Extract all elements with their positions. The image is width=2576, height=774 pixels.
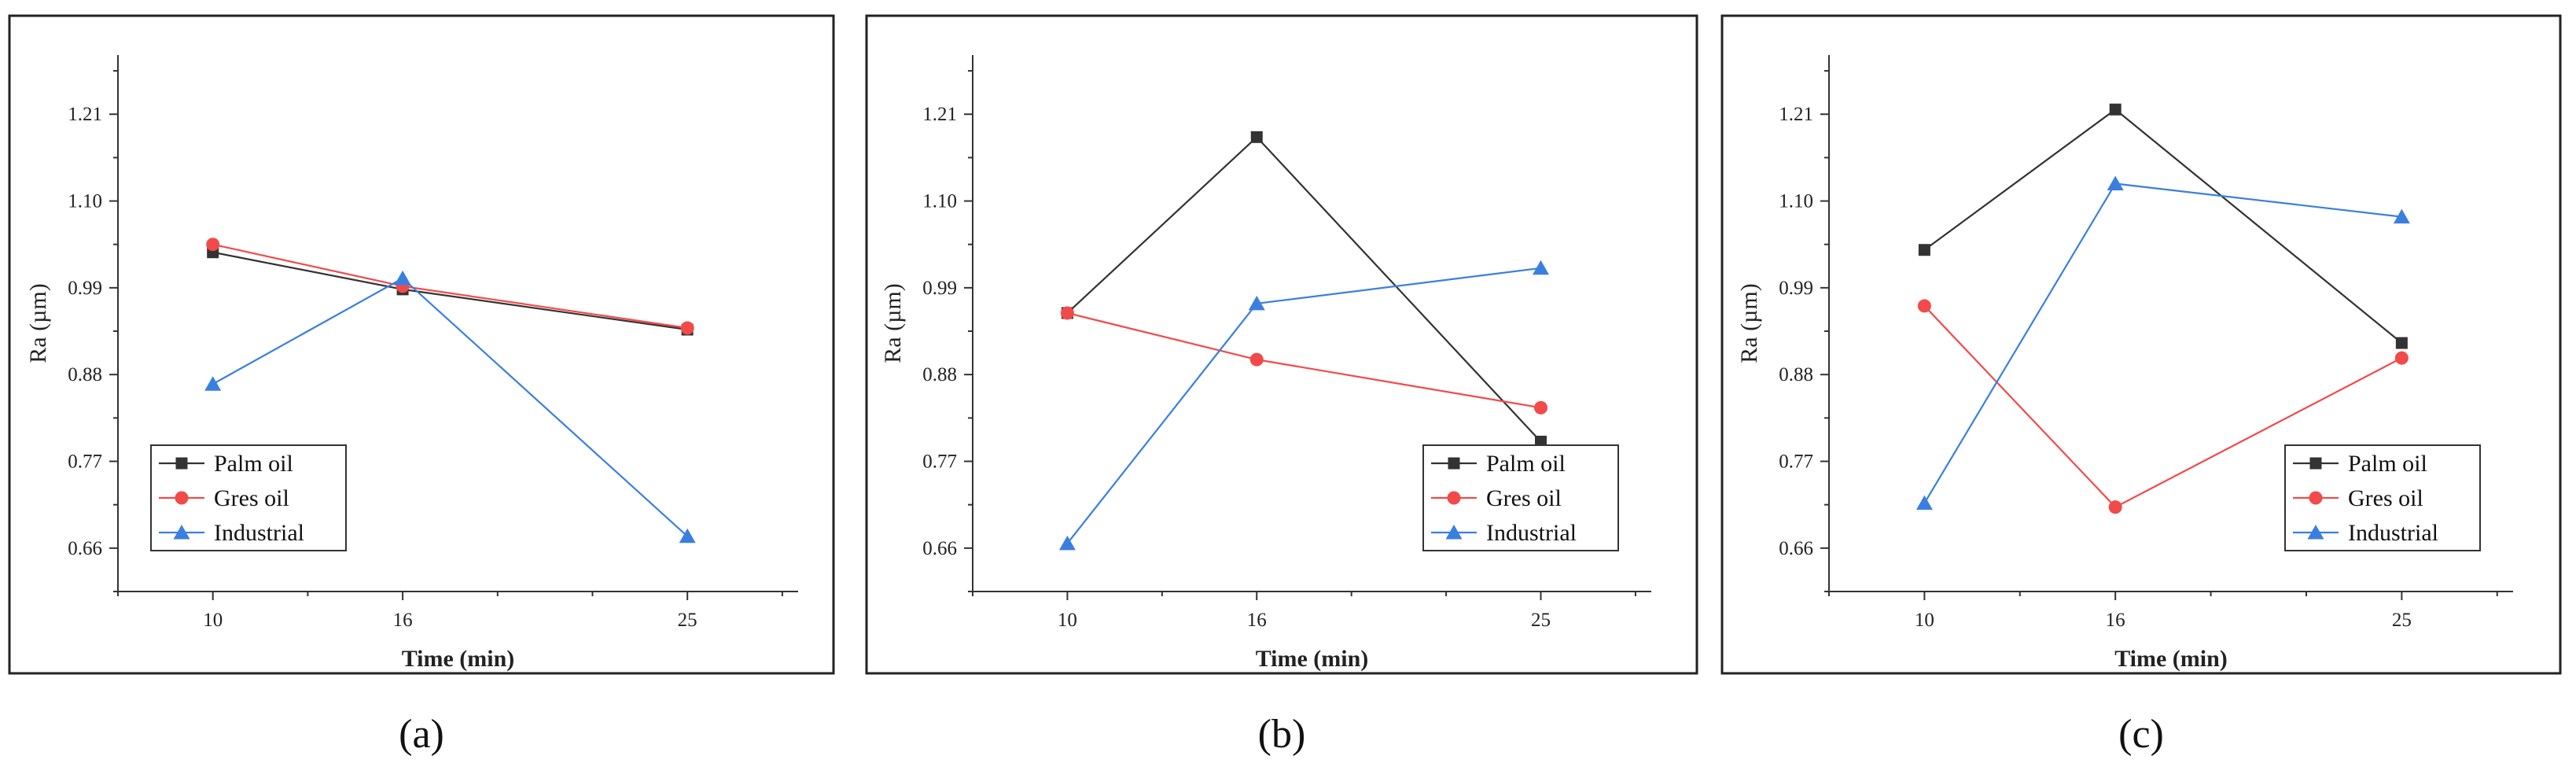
panel-frame xyxy=(865,14,1698,675)
series-line-gres-oil xyxy=(212,243,688,330)
chart-panel-a: 0.66 0.77 0.88 0.99 1.10 1.21 10 16 25 Time (min)… xyxy=(8,14,835,757)
legend-marker-industrial xyxy=(2307,525,2324,540)
panel-caption: (b) xyxy=(1258,712,1306,757)
data-point-industrial xyxy=(2107,175,2124,190)
panel-caption: (a) xyxy=(399,712,444,757)
y-tick-label: 1.21 xyxy=(68,104,102,125)
chart-panel-b: 0.66 0.77 0.88 0.99 1.10 1.21 10 16 25 Time (min)… xyxy=(865,14,1698,757)
y-tick-label: 0.99 xyxy=(922,278,957,299)
y-tick-label: 0.88 xyxy=(1779,364,1813,385)
data-point-gres-oil xyxy=(1917,299,1931,313)
x-tick-label: 16 xyxy=(2106,610,2125,631)
data-point-industrial xyxy=(1248,295,1265,311)
x-tick-label: 25 xyxy=(2392,610,2412,631)
data-point-industrial xyxy=(679,528,696,544)
data-point-industrial xyxy=(1058,535,1076,551)
panel-frame xyxy=(8,14,835,675)
legend-marker-gres-oil xyxy=(2309,491,2323,505)
data-point-industrial xyxy=(2393,208,2410,224)
y-axis-label: Ra (µm) xyxy=(880,283,906,363)
data-point-industrial xyxy=(1915,495,1933,510)
y-tick-label: 0.77 xyxy=(922,452,957,473)
data-point-gres-oil xyxy=(2394,351,2409,365)
series-line-gres-oil xyxy=(1067,311,1541,409)
legend-marker-industrial xyxy=(1445,525,1463,540)
legend-marker-palm-oil xyxy=(175,457,188,470)
legend-marker-gres-oil xyxy=(1447,491,1461,505)
x-tick-label: 25 xyxy=(678,610,697,631)
data-point-palm-oil xyxy=(1250,131,1263,143)
legend-label-industrial: Industrial xyxy=(1486,520,1577,546)
y-axis-label: Ra (µm) xyxy=(25,283,51,363)
legend: Palm oil Gres oil Industrial xyxy=(2284,444,2481,551)
data-point-gres-oil xyxy=(1249,352,1264,367)
y-tick-label: 1.10 xyxy=(1779,191,1813,212)
data-point-gres-oil xyxy=(206,238,220,252)
y-tick-label: 1.10 xyxy=(68,191,102,212)
legend: Palm oil Gres oil Industrial xyxy=(1422,444,1619,551)
data-point-gres-oil xyxy=(680,321,694,335)
x-tick-label: 16 xyxy=(1247,610,1267,631)
x-axis-label: Time (min) xyxy=(402,646,515,672)
legend-label-gres-oil: Gres oil xyxy=(1486,485,1562,511)
data-point-industrial xyxy=(204,376,222,391)
x-tick-label: 10 xyxy=(1058,610,1077,631)
y-axis-label: Ra (µm) xyxy=(1736,283,1762,363)
y-tick-label: 0.66 xyxy=(922,538,957,559)
legend-label-gres-oil: Gres oil xyxy=(2348,485,2423,511)
chart-panel-c: 0.66 0.77 0.88 0.99 1.10 1.21 10 16 25 Time (min)… xyxy=(1720,14,2562,757)
legend-label-palm-oil: Palm oil xyxy=(1486,451,1566,477)
data-point-gres-oil xyxy=(1060,306,1074,320)
panel-frame xyxy=(1720,14,2562,675)
legend-label-industrial: Industrial xyxy=(2348,520,2438,546)
legend-label-gres-oil: Gres oil xyxy=(214,485,289,511)
series-line-palm-oil xyxy=(1923,108,2403,344)
x-tick-label: 16 xyxy=(393,610,413,631)
y-tick-label: 0.66 xyxy=(68,538,102,559)
y-tick-label: 0.77 xyxy=(1779,452,1813,473)
data-point-gres-oil xyxy=(2108,500,2122,514)
x-axis-label: Time (min) xyxy=(2114,646,2228,672)
x-tick-label: 10 xyxy=(203,610,223,631)
x-tick-label: 25 xyxy=(1531,610,1551,631)
y-tick-label: 1.10 xyxy=(922,191,957,212)
y-tick-label: 0.99 xyxy=(1779,278,1813,299)
legend-marker-gres-oil xyxy=(175,491,189,505)
legend: Palm oil Gres oil Industrial xyxy=(150,444,347,551)
y-tick-label: 0.99 xyxy=(68,278,102,299)
data-point-industrial xyxy=(1533,260,1550,275)
y-tick-label: 0.88 xyxy=(68,364,102,385)
legend-marker-palm-oil xyxy=(1448,457,1460,470)
y-tick-label: 1.21 xyxy=(922,104,957,125)
y-tick-label: 0.77 xyxy=(68,452,102,473)
y-tick-label: 0.88 xyxy=(922,364,957,385)
data-point-palm-oil xyxy=(1918,244,1930,256)
y-tick-label: 1.21 xyxy=(1779,104,1813,125)
legend-label-palm-oil: Palm oil xyxy=(2348,451,2427,477)
panel-caption: (c) xyxy=(2118,712,2164,757)
data-point-palm-oil xyxy=(2395,337,2408,349)
data-point-industrial xyxy=(394,270,411,286)
x-tick-label: 10 xyxy=(1915,610,1934,631)
data-point-palm-oil xyxy=(2109,103,2122,116)
legend-marker-industrial xyxy=(173,525,190,540)
legend-label-palm-oil: Palm oil xyxy=(214,451,293,477)
legend-marker-palm-oil xyxy=(2309,457,2322,470)
legend-label-industrial: Industrial xyxy=(214,520,304,546)
y-tick-label: 0.66 xyxy=(1779,538,1813,559)
x-axis-label: Time (min) xyxy=(1256,646,1369,672)
data-point-gres-oil xyxy=(1534,400,1548,415)
